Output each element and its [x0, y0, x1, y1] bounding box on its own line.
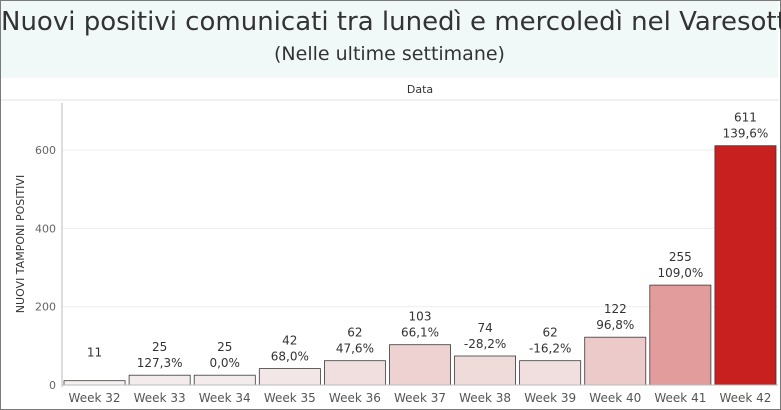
value-label: 122 — [604, 302, 627, 316]
value-label: 25 — [217, 340, 232, 354]
x-tick-label: Week 34 — [199, 391, 251, 405]
change-label: 0,0% — [209, 356, 240, 370]
bar-week-38 — [454, 355, 516, 386]
change-label: 68,0% — [271, 350, 309, 364]
change-label: 66,1% — [401, 326, 439, 340]
change-label: -16,2% — [529, 342, 571, 356]
y-axis-title: NUOVI TAMPONI POSITIVI — [14, 175, 27, 313]
value-label: 25 — [152, 340, 167, 354]
change-label: 139,6% — [723, 127, 769, 141]
value-label: 255 — [669, 250, 692, 264]
x-tick-label: Week 41 — [654, 391, 706, 405]
bar-week-32 — [63, 380, 126, 386]
bar-week-35 — [258, 368, 321, 386]
y-tick-label: 600 — [35, 144, 56, 157]
value-label: 611 — [734, 111, 757, 125]
page-subtitle: (Nelle ultime settimane) — [274, 43, 505, 65]
bar-week-33 — [128, 374, 191, 386]
x-tick-label: Week 38 — [459, 391, 511, 405]
bar-week-39 — [519, 360, 582, 386]
change-label: 47,6% — [336, 342, 374, 356]
change-label: 127,3% — [137, 356, 183, 370]
bar-week-36 — [323, 360, 386, 386]
change-label: 96,8% — [596, 318, 634, 332]
column-header: Data — [407, 83, 433, 96]
value-label: 62 — [347, 326, 362, 340]
y-tick-label: 0 — [49, 379, 56, 392]
page-title: Nuovi positivi comunicati tra lunedì e m… — [1, 7, 781, 37]
header: Nuovi positivi comunicati tra lunedì e m… — [1, 1, 781, 78]
value-label: 11 — [87, 346, 102, 360]
value-label: 62 — [543, 326, 558, 340]
bar-week-41 — [649, 284, 712, 386]
bar-week-37 — [389, 344, 451, 386]
value-label: 74 — [477, 321, 492, 335]
x-tick-label: Week 40 — [589, 391, 641, 405]
y-tick-label: 400 — [35, 222, 56, 235]
change-label: 109,0% — [657, 266, 703, 280]
value-label: 42 — [282, 334, 297, 348]
x-tick-label: Week 33 — [134, 391, 186, 405]
bar-week-34 — [193, 374, 256, 386]
x-tick-label: Week 42 — [719, 391, 771, 405]
bar-week-40 — [584, 336, 647, 386]
bar-week-42 — [714, 145, 777, 386]
change-label: -28,2% — [464, 337, 506, 351]
x-tick-label: Week 32 — [69, 391, 121, 405]
x-tick-label: Week 39 — [524, 391, 576, 405]
x-tick-label: Week 37 — [394, 391, 446, 405]
value-label: 103 — [409, 310, 432, 324]
y-tick-label: 200 — [35, 301, 56, 314]
x-tick-label: Week 36 — [329, 391, 381, 405]
x-tick-label: Week 35 — [264, 391, 316, 405]
